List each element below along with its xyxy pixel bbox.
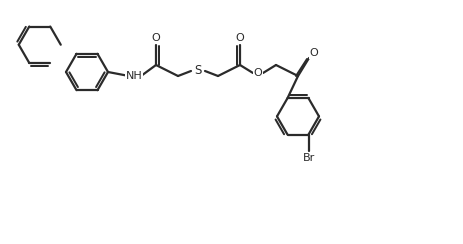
Text: S: S: [194, 64, 202, 78]
Text: O: O: [310, 48, 319, 58]
Text: O: O: [254, 68, 263, 78]
Text: Br: Br: [302, 152, 315, 163]
Text: NH: NH: [125, 71, 143, 81]
Text: O: O: [236, 33, 244, 43]
Text: O: O: [151, 33, 160, 43]
